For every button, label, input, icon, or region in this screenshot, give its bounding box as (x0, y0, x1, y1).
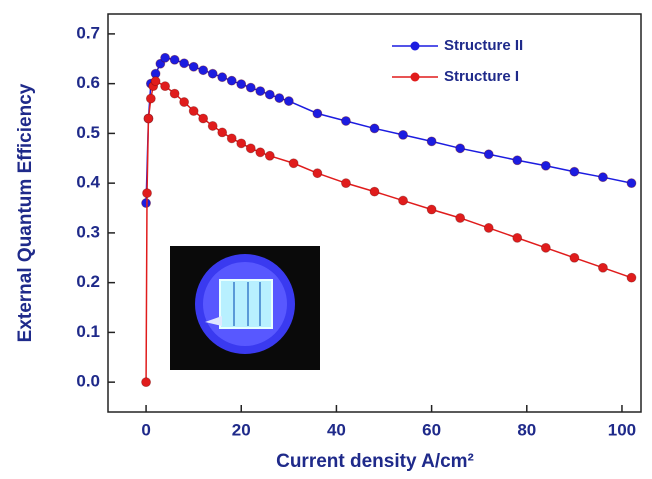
data-point (275, 94, 284, 103)
data-point (199, 66, 208, 75)
data-point (143, 189, 152, 198)
data-point (180, 59, 189, 68)
data-point (151, 77, 160, 86)
legend-marker (411, 42, 420, 51)
x-tick-label: 0 (141, 420, 150, 439)
x-tick-label: 20 (232, 420, 251, 439)
data-point (199, 114, 208, 123)
data-point (256, 87, 265, 96)
data-point (541, 243, 550, 252)
data-point (146, 94, 155, 103)
data-point (598, 263, 607, 272)
legend-marker (411, 73, 420, 82)
y-tick-label: 0.7 (76, 23, 100, 42)
data-point (399, 196, 408, 205)
data-point (161, 53, 170, 62)
data-point (627, 273, 636, 282)
x-tick-label: 80 (517, 420, 536, 439)
y-tick-label: 0.6 (76, 73, 100, 92)
y-axis-label: External Quantum Efficiency (15, 83, 36, 342)
data-point (341, 116, 350, 125)
data-point (341, 179, 350, 188)
data-point (399, 130, 408, 139)
data-point (189, 107, 198, 116)
x-tick-label: 40 (327, 420, 346, 439)
data-point (170, 89, 179, 98)
data-point (170, 55, 179, 64)
data-point (570, 167, 579, 176)
data-point (370, 124, 379, 133)
data-point (456, 213, 465, 222)
y-tick-label: 0.5 (76, 123, 100, 142)
data-point (313, 169, 322, 178)
data-point (142, 199, 151, 208)
data-point (427, 137, 436, 146)
x-tick-label: 100 (608, 420, 636, 439)
data-point (570, 253, 579, 262)
data-point (237, 139, 246, 148)
data-point (246, 83, 255, 92)
legend-label: Structure II (444, 37, 523, 54)
data-point (289, 159, 298, 168)
x-axis-label: Current density A/cm² (276, 451, 474, 472)
data-point (627, 179, 636, 188)
data-point (513, 156, 522, 165)
data-point (370, 187, 379, 196)
data-point (427, 205, 436, 214)
legend-label: Structure I (444, 68, 519, 85)
data-point (246, 144, 255, 153)
data-point (484, 150, 493, 159)
data-point (265, 151, 274, 160)
data-point (161, 82, 170, 91)
x-tick-label: 60 (422, 420, 441, 439)
chart: Current density A/cm² External Quantum E… (0, 0, 652, 474)
data-point (513, 233, 522, 242)
data-point (265, 90, 274, 99)
data-point (218, 73, 227, 82)
data-point (598, 173, 607, 182)
y-tick-label: 0.3 (76, 222, 100, 241)
inset-photo (170, 246, 320, 370)
y-tick-label: 0.0 (76, 372, 100, 391)
data-point (142, 378, 151, 387)
data-point (180, 98, 189, 107)
data-point (484, 223, 493, 232)
data-point (456, 144, 465, 153)
data-point (189, 62, 198, 71)
data-point (541, 161, 550, 170)
data-point (218, 128, 227, 137)
data-point (227, 134, 236, 143)
data-point (227, 76, 236, 85)
data-point (237, 80, 246, 89)
data-point (256, 148, 265, 157)
y-tick-label: 0.2 (76, 272, 100, 291)
data-point (144, 114, 153, 123)
data-point (284, 97, 293, 106)
y-tick-label: 0.1 (76, 322, 100, 341)
y-tick-label: 0.4 (76, 173, 100, 192)
data-point (208, 69, 217, 78)
data-point (313, 109, 322, 118)
data-point (208, 121, 217, 130)
